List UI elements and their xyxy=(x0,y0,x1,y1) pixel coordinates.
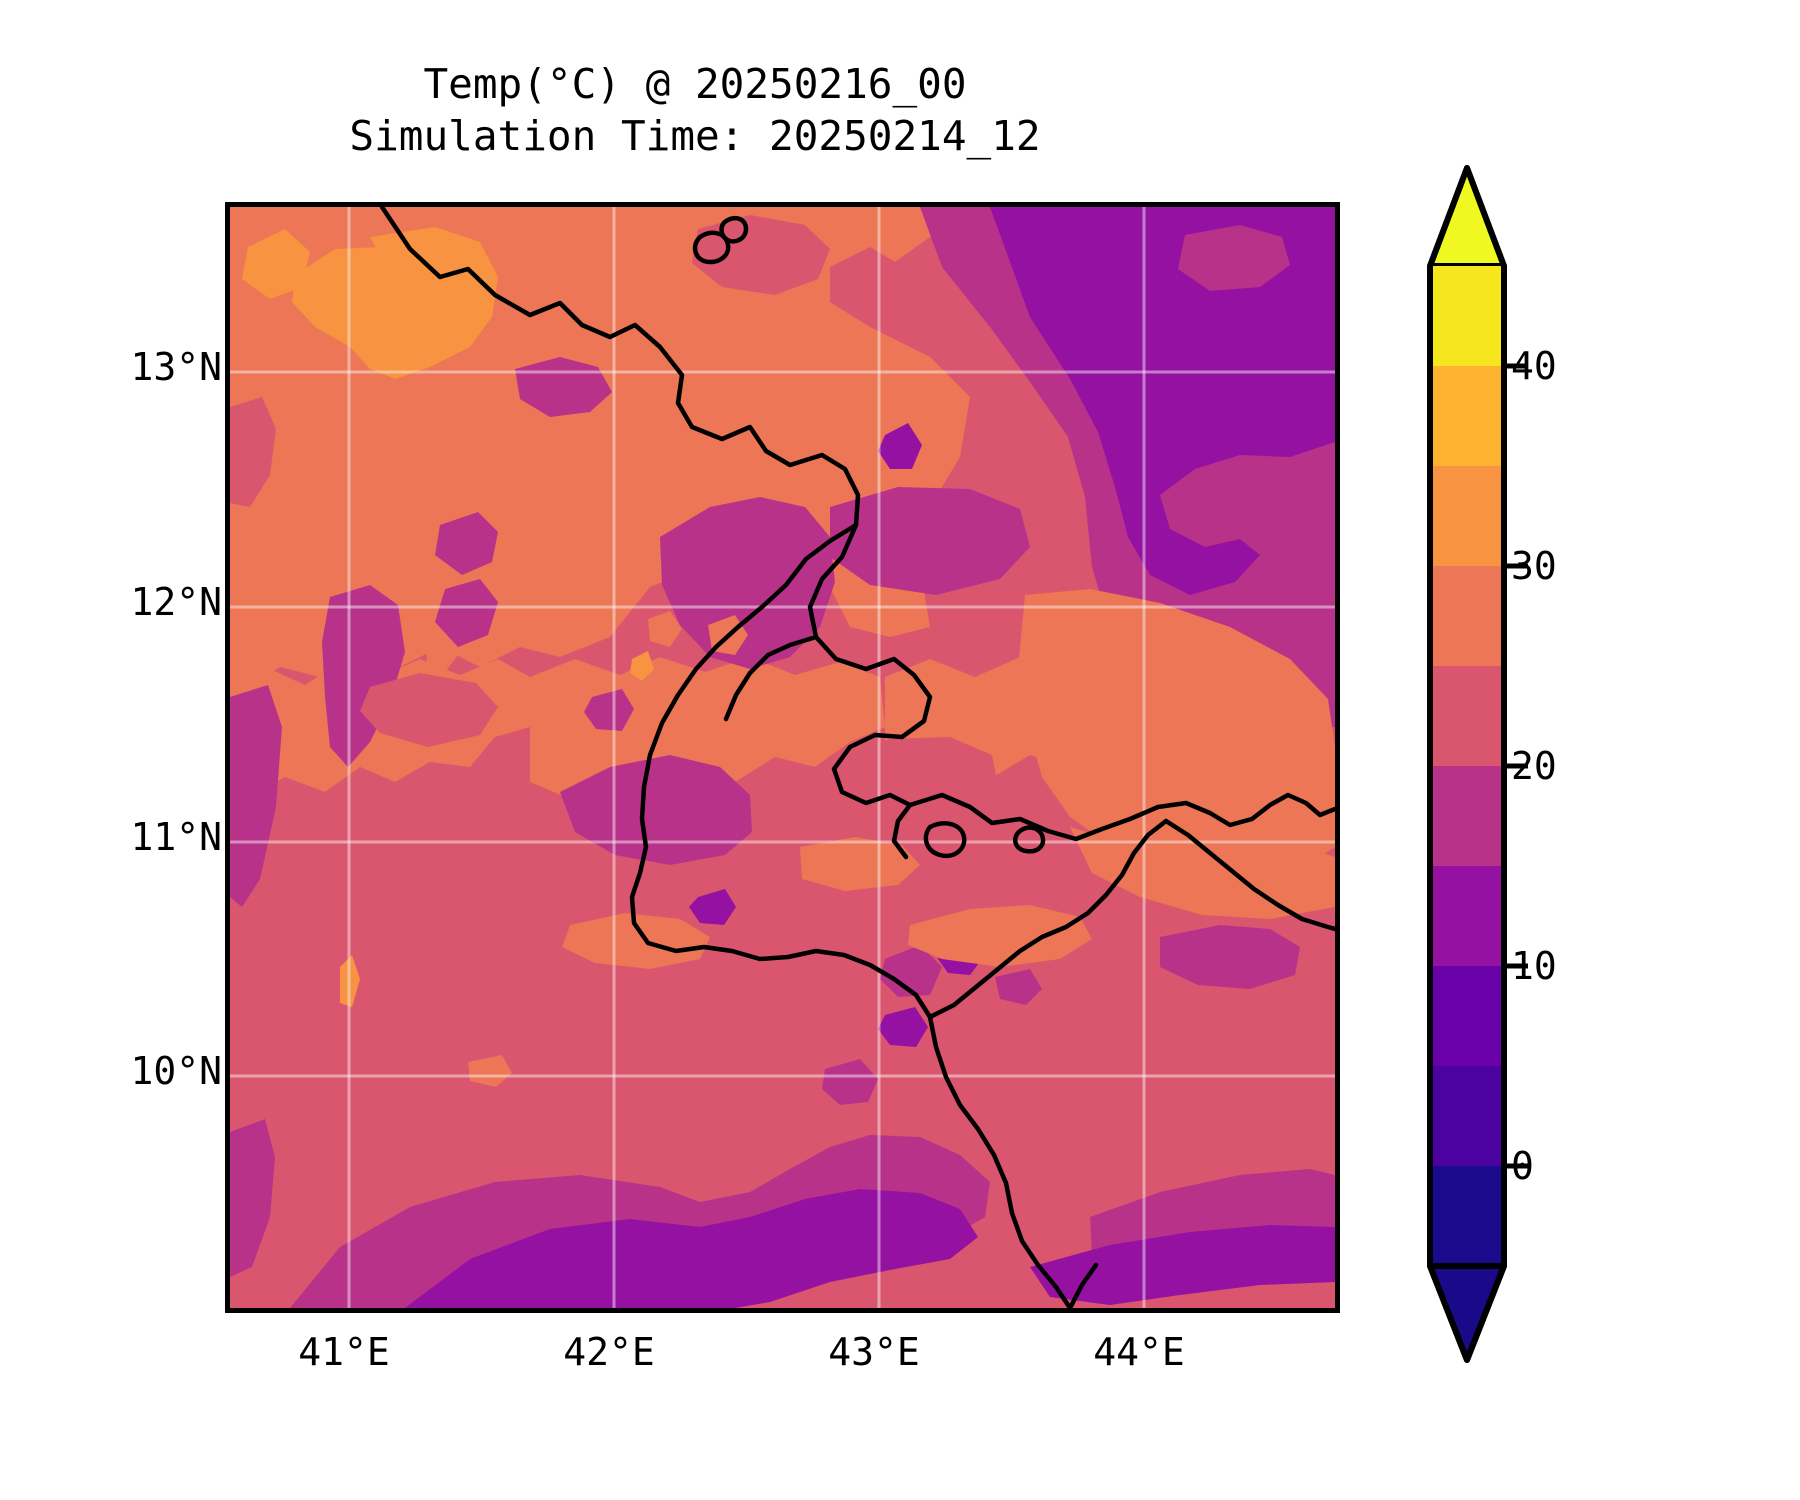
contour-band-15-20-center-dot xyxy=(584,689,634,731)
contour-band-15-20-djibouti-small2 xyxy=(435,579,498,647)
border-southern-stub xyxy=(1067,1262,1099,1308)
ytick-label-13N: 13°N xyxy=(130,345,222,389)
contour-band-25-30-gulf-south xyxy=(562,913,710,969)
contour-band-30-35-nw-blob xyxy=(242,229,310,299)
contour-band-10-15-south xyxy=(405,1189,978,1308)
border-ethiopia-west xyxy=(723,634,819,722)
colorbar-band-0-5 xyxy=(1430,1066,1504,1166)
contour-band-10-15-south-right xyxy=(1030,1225,1335,1305)
contour-band-20-25-mid-notch xyxy=(360,673,498,747)
colorbar-band-25-30 xyxy=(1430,566,1504,666)
colorbar-band-5-10 xyxy=(1430,966,1504,1066)
contour-band-15-20-djibouti-smallst xyxy=(515,357,612,417)
coastline-tadjoura-bay xyxy=(923,821,967,859)
coastline-island-north xyxy=(692,230,731,265)
colorbar-band-40-45 xyxy=(1430,266,1504,366)
contour-band-30-35-mini-center xyxy=(630,651,654,681)
border-somaliland-east xyxy=(1163,818,1335,932)
colorbar-band-35-40 xyxy=(1430,366,1504,466)
ytick-label-11N: 11°N xyxy=(130,815,222,859)
xtick-label-41E: 41°E xyxy=(298,1330,390,1374)
colorbar-tick-label-10: 10 xyxy=(1511,944,1557,988)
contour-band-15-20-tadjoura-north xyxy=(830,487,1030,595)
contour-band-30-35-mini-south xyxy=(340,955,360,1007)
map-gridlines xyxy=(230,207,1335,1308)
contour-band-30-35-nw-ring xyxy=(350,227,498,379)
colorbar-ticks xyxy=(1504,363,1528,1169)
contour-band-15-20-mid-mini xyxy=(995,969,1042,1005)
colorbar-extend-over-arrow xyxy=(1427,165,1507,269)
title-line-1: Temp(°C) @ 20250216_00 xyxy=(423,60,967,108)
coastline-island-north-2 xyxy=(719,216,749,244)
xtick-label-43E: 43°E xyxy=(828,1330,920,1374)
contour-band-20-25-left-notch xyxy=(230,397,276,507)
contour-band-15-20-djibouti-small1 xyxy=(435,512,498,575)
contour-band-25-30-mini2 xyxy=(426,637,458,671)
colorbar-bands xyxy=(1430,266,1504,1266)
coastline-red-sea xyxy=(379,207,933,808)
border-djibouti-gulf-link xyxy=(891,802,913,860)
contour-band-15-20-mid-diamond xyxy=(880,945,942,997)
colorbar: 40 30 20 10 0 xyxy=(1425,160,1755,1370)
colorbar-band-10-15 xyxy=(1430,866,1504,966)
colorbar-band-20-25 xyxy=(1430,666,1504,766)
contour-band-10-15-south-dot xyxy=(878,1007,928,1047)
colorbar-band-30-35 xyxy=(1430,466,1504,566)
contour-band-25-30-tadjoura xyxy=(800,837,920,891)
contour-band-15-20-ne-tail xyxy=(1160,925,1300,989)
contour-band-25-30-gulf-coast xyxy=(908,905,1092,967)
colorbar-tick-label-40: 40 xyxy=(1511,344,1557,388)
contour-band-20-25-gulf-notch xyxy=(828,737,998,809)
xtick-label-42E: 42°E xyxy=(563,1330,655,1374)
coastline-ghoubbet xyxy=(1012,825,1046,854)
contour-band-15-20-west-tail xyxy=(322,585,405,767)
ytick-label-10N: 10°N xyxy=(130,1049,222,1093)
contour-band-15-20-djibouti-core xyxy=(660,497,835,669)
contour-band-10-15-ne-core xyxy=(990,207,1335,595)
border-djibouti xyxy=(629,522,933,1020)
colorbar-band-15-20 xyxy=(1430,766,1504,866)
contour-band-15-20-far-west xyxy=(230,685,282,907)
coastline-gulf-tadjoura-north xyxy=(907,792,1335,842)
figure-title: Temp(°C) @ 20250216_00 Simulation Time: … xyxy=(0,58,1390,163)
ytick-label-12N: 12°N xyxy=(130,580,222,624)
colorbar-tick-label-30: 30 xyxy=(1511,544,1557,588)
border-djibouti-east xyxy=(927,818,1169,1020)
contour-band-15-20-ne-inner-hole xyxy=(1178,225,1290,291)
contour-band-25-30-mini3 xyxy=(648,611,682,647)
colorbar-tick-label-0: 0 xyxy=(1511,1144,1534,1188)
colorbar-band-neg5-0 xyxy=(1430,1166,1504,1266)
coastline-and-borders xyxy=(379,207,1335,1308)
title-line-2: Simulation Time: 20250214_12 xyxy=(349,112,1041,161)
contour-band-15-20-se-nub xyxy=(822,1059,878,1105)
contour-band-15-20-bottomleft-strip xyxy=(230,1119,275,1277)
colorbar-tick-label-20: 20 xyxy=(1511,744,1557,788)
contour-band-25-30-mini-south xyxy=(468,1055,512,1087)
contour-map xyxy=(230,207,1335,1308)
contour-band-10-15-sw-dot xyxy=(689,889,736,925)
contour-band-20-25-north-notch xyxy=(692,215,830,295)
border-ethiopia-somalia xyxy=(927,1014,1073,1308)
colorbar-outline xyxy=(1427,165,1507,1363)
colorbar-extend-under-arrow xyxy=(1427,1263,1507,1363)
contour-band-10-15-djibouti-spot xyxy=(878,423,922,469)
contour-band-25-30-afar xyxy=(1018,589,1335,879)
map-axes xyxy=(225,202,1340,1313)
xtick-label-44E: 44°E xyxy=(1093,1330,1185,1374)
contour-band-15-20-south-lobe xyxy=(560,755,752,865)
colorbar-svg xyxy=(1427,165,1528,1363)
